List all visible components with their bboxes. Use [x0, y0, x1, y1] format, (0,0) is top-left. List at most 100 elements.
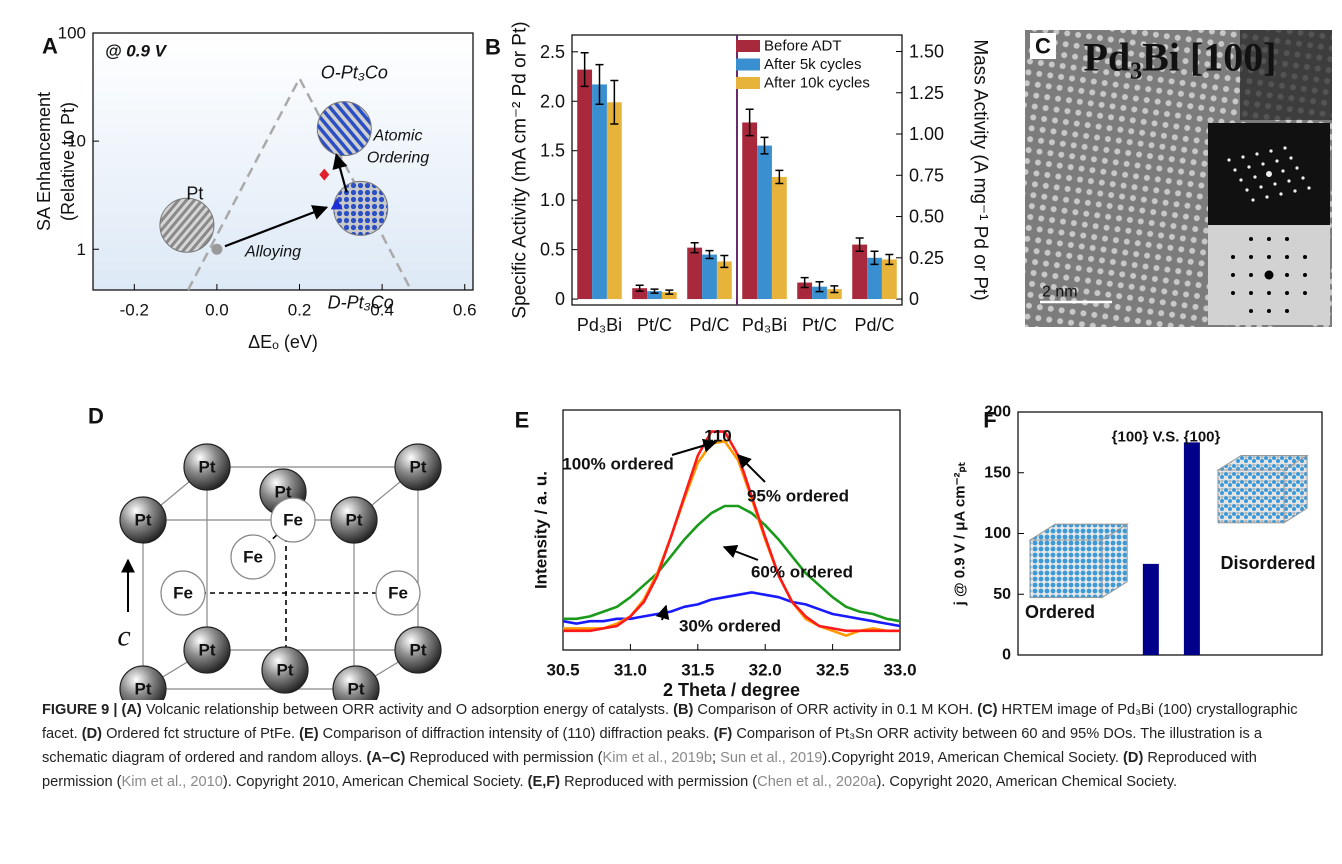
y-axis-label: Specific Activity (mA cm⁻² Pd or Pt) — [510, 21, 531, 318]
pt-nanoparticle — [159, 197, 215, 253]
x-axis-label: ΔEₒ (eV) — [248, 332, 318, 352]
diffraction-spot — [1231, 273, 1235, 277]
x-tick-label: 30.5 — [546, 661, 579, 680]
y-tick-label: 2.5 — [540, 42, 565, 62]
pt-atom — [261, 646, 309, 694]
annotation: Ordered — [1025, 602, 1095, 622]
pt-atom — [394, 443, 442, 491]
atom-label: Pt — [135, 680, 152, 699]
x-tick-label: Pd₃Bi — [577, 315, 622, 335]
data-line — [562, 591, 901, 628]
fft-spot — [1275, 159, 1279, 163]
y-tick-label: 2.0 — [540, 91, 565, 111]
error-bar — [635, 284, 644, 292]
figure-caption: FIGURE 9 | (A) Volcanic relationship bet… — [42, 698, 1310, 794]
y-axis-label: SA Enhancement — [34, 92, 54, 231]
data-line — [563, 430, 900, 633]
data-line — [563, 504, 901, 623]
series-label: 100% ordered — [562, 455, 674, 474]
y-tick-label: 100 — [58, 24, 86, 43]
panel-label-box — [1030, 33, 1056, 59]
bar — [577, 69, 593, 300]
atom-label: Pt — [346, 511, 363, 530]
atom-label: Pt — [135, 511, 152, 530]
cube-illustration — [1217, 469, 1285, 524]
fft-spot — [1266, 171, 1272, 177]
arrow — [671, 438, 718, 456]
x-tick-label: 31.5 — [681, 661, 714, 680]
x-tick-label: Pt/C — [802, 315, 837, 335]
panel-label: D — [88, 404, 104, 429]
error-bar — [595, 63, 604, 105]
y-axis-label: (Relative to Pt) — [58, 102, 78, 221]
error-bar — [690, 241, 699, 254]
bar — [742, 122, 758, 300]
fft-spot — [1269, 149, 1273, 153]
x-tick-label: -0.2 — [120, 301, 149, 320]
ordered-nanoparticle — [316, 101, 372, 157]
fft-spot — [1289, 156, 1293, 160]
scale-bar-label: 2 nm — [1042, 284, 1078, 301]
caption-text: (E) — [299, 726, 319, 742]
caption-text: (A) — [121, 702, 142, 718]
caption-text: Volcanic relationship between ORR activi… — [141, 702, 674, 718]
atom-label: Fe — [173, 584, 193, 603]
error-bar — [580, 52, 589, 88]
fe-atom — [270, 497, 316, 543]
x-tick-label: Pt/C — [637, 315, 672, 335]
bar — [702, 254, 717, 300]
diffraction-spot — [1285, 255, 1289, 259]
plot-frame — [92, 32, 474, 291]
annotation: Atomic — [373, 128, 423, 145]
point-label: O-Pt₃Co — [321, 63, 388, 83]
diffraction-spot — [1285, 237, 1289, 241]
error-bar — [705, 249, 714, 260]
x-tick-label: 32.5 — [816, 661, 849, 680]
diffraction-spot — [1303, 273, 1307, 277]
bar — [632, 288, 648, 300]
y-tick-label: 0 — [1002, 647, 1011, 664]
y-tick-label: 100 — [984, 525, 1011, 542]
error-bar — [720, 254, 729, 269]
atom-label: Fe — [388, 584, 408, 603]
diffraction-spot — [1285, 273, 1289, 277]
panel-label: A — [42, 34, 58, 59]
pt-atom — [332, 665, 380, 700]
legend-swatch — [736, 58, 760, 71]
bar — [1142, 563, 1159, 655]
x-tick-label: 0.2 — [288, 301, 312, 320]
annotation: Alloying — [244, 244, 301, 261]
caption-text: FIGURE 9 | — [42, 702, 122, 718]
diffraction-spot — [1267, 237, 1271, 241]
caption-text: Ordered fct structure of PtFe. — [102, 726, 300, 742]
pt-atom — [119, 496, 167, 544]
error-bar — [830, 285, 839, 294]
y-tick-label: 0 — [909, 289, 919, 309]
legend-label: Before ADT — [764, 38, 842, 55]
y-tick-label: 1.00 — [909, 124, 944, 144]
caption-text: Comparison of Pt₃Sn ORR activity between… — [42, 726, 1262, 766]
fft-spot — [1259, 185, 1263, 189]
diffraction-spot — [1285, 291, 1289, 295]
fft-spot — [1265, 195, 1269, 199]
fft-spot — [1287, 179, 1291, 183]
caption-text: ; — [712, 750, 721, 766]
bar — [812, 286, 827, 300]
axis-label: c — [117, 620, 130, 653]
legend-label: After 10k cycles — [764, 75, 870, 92]
diffraction-spot — [1249, 237, 1253, 241]
bar — [852, 244, 868, 300]
caption-text: Comparison of diffraction intensity of (… — [318, 726, 714, 742]
pt-atom — [119, 665, 167, 700]
atom-label: Fe — [283, 511, 303, 530]
fft-spot — [1239, 178, 1243, 182]
data-point — [319, 168, 330, 181]
series-label: 60% ordered — [751, 563, 853, 582]
x-tick-label: Pd/C — [689, 315, 729, 335]
pt-atom — [183, 443, 231, 491]
bar — [1183, 442, 1200, 655]
data-point — [330, 198, 343, 210]
legend-label: After 5k cycles — [764, 56, 862, 73]
